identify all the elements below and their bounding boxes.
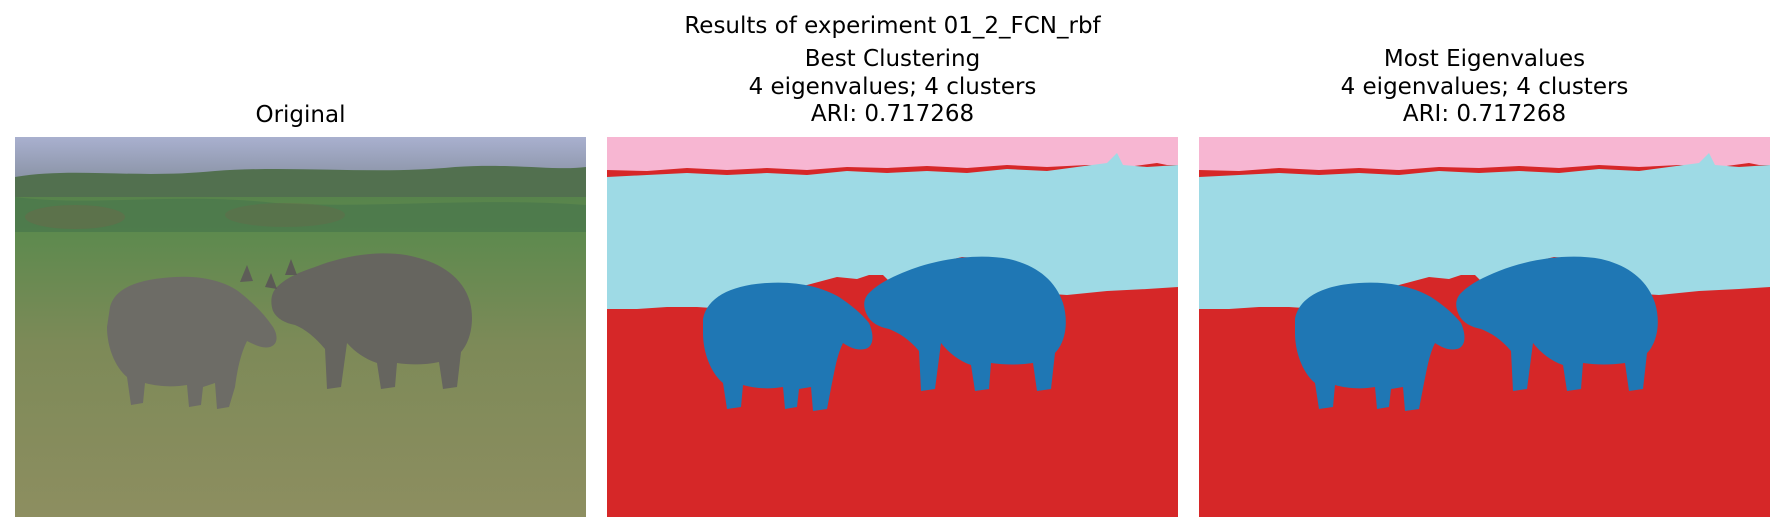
most-ari-line: ARI: 0.717268 (1402, 101, 1567, 127)
rhino-photo-image (15, 137, 586, 517)
figure-suptitle: Results of experiment 01_2_FCN_rbf (684, 13, 1101, 39)
cluster-sky (607, 137, 1178, 171)
most-eigenvalues-map (1199, 137, 1770, 517)
rhino-right (265, 253, 472, 389)
cluster-animals-right (1456, 256, 1658, 391)
panel-title-original: Original (255, 102, 346, 128)
cluster-animals-left (1295, 282, 1465, 411)
best-title-line: Best Clustering (804, 46, 981, 72)
original-photo (15, 137, 586, 517)
segmentation-image-best (607, 137, 1178, 517)
segmentation-image-most (1199, 137, 1770, 517)
best-ari-line: ARI: 0.717268 (810, 101, 975, 127)
best-clustering-map (607, 137, 1178, 517)
most-title-line: Most Eigenvalues (1383, 46, 1586, 72)
most-eigen-line: 4 eigenvalues; 4 clusters (1340, 73, 1629, 100)
panel-title-best: Best Clustering 4 eigenvalues; 4 cluster… (607, 46, 1178, 129)
panel-title-most: Most Eigenvalues 4 eigenvalues; 4 cluste… (1199, 46, 1770, 129)
best-eigen-line: 4 eigenvalues; 4 clusters (748, 73, 1037, 100)
cluster-sky (1199, 137, 1770, 171)
rhino-left (107, 265, 277, 409)
cluster-animals-left (703, 282, 873, 411)
cluster-animals-right (864, 256, 1066, 391)
